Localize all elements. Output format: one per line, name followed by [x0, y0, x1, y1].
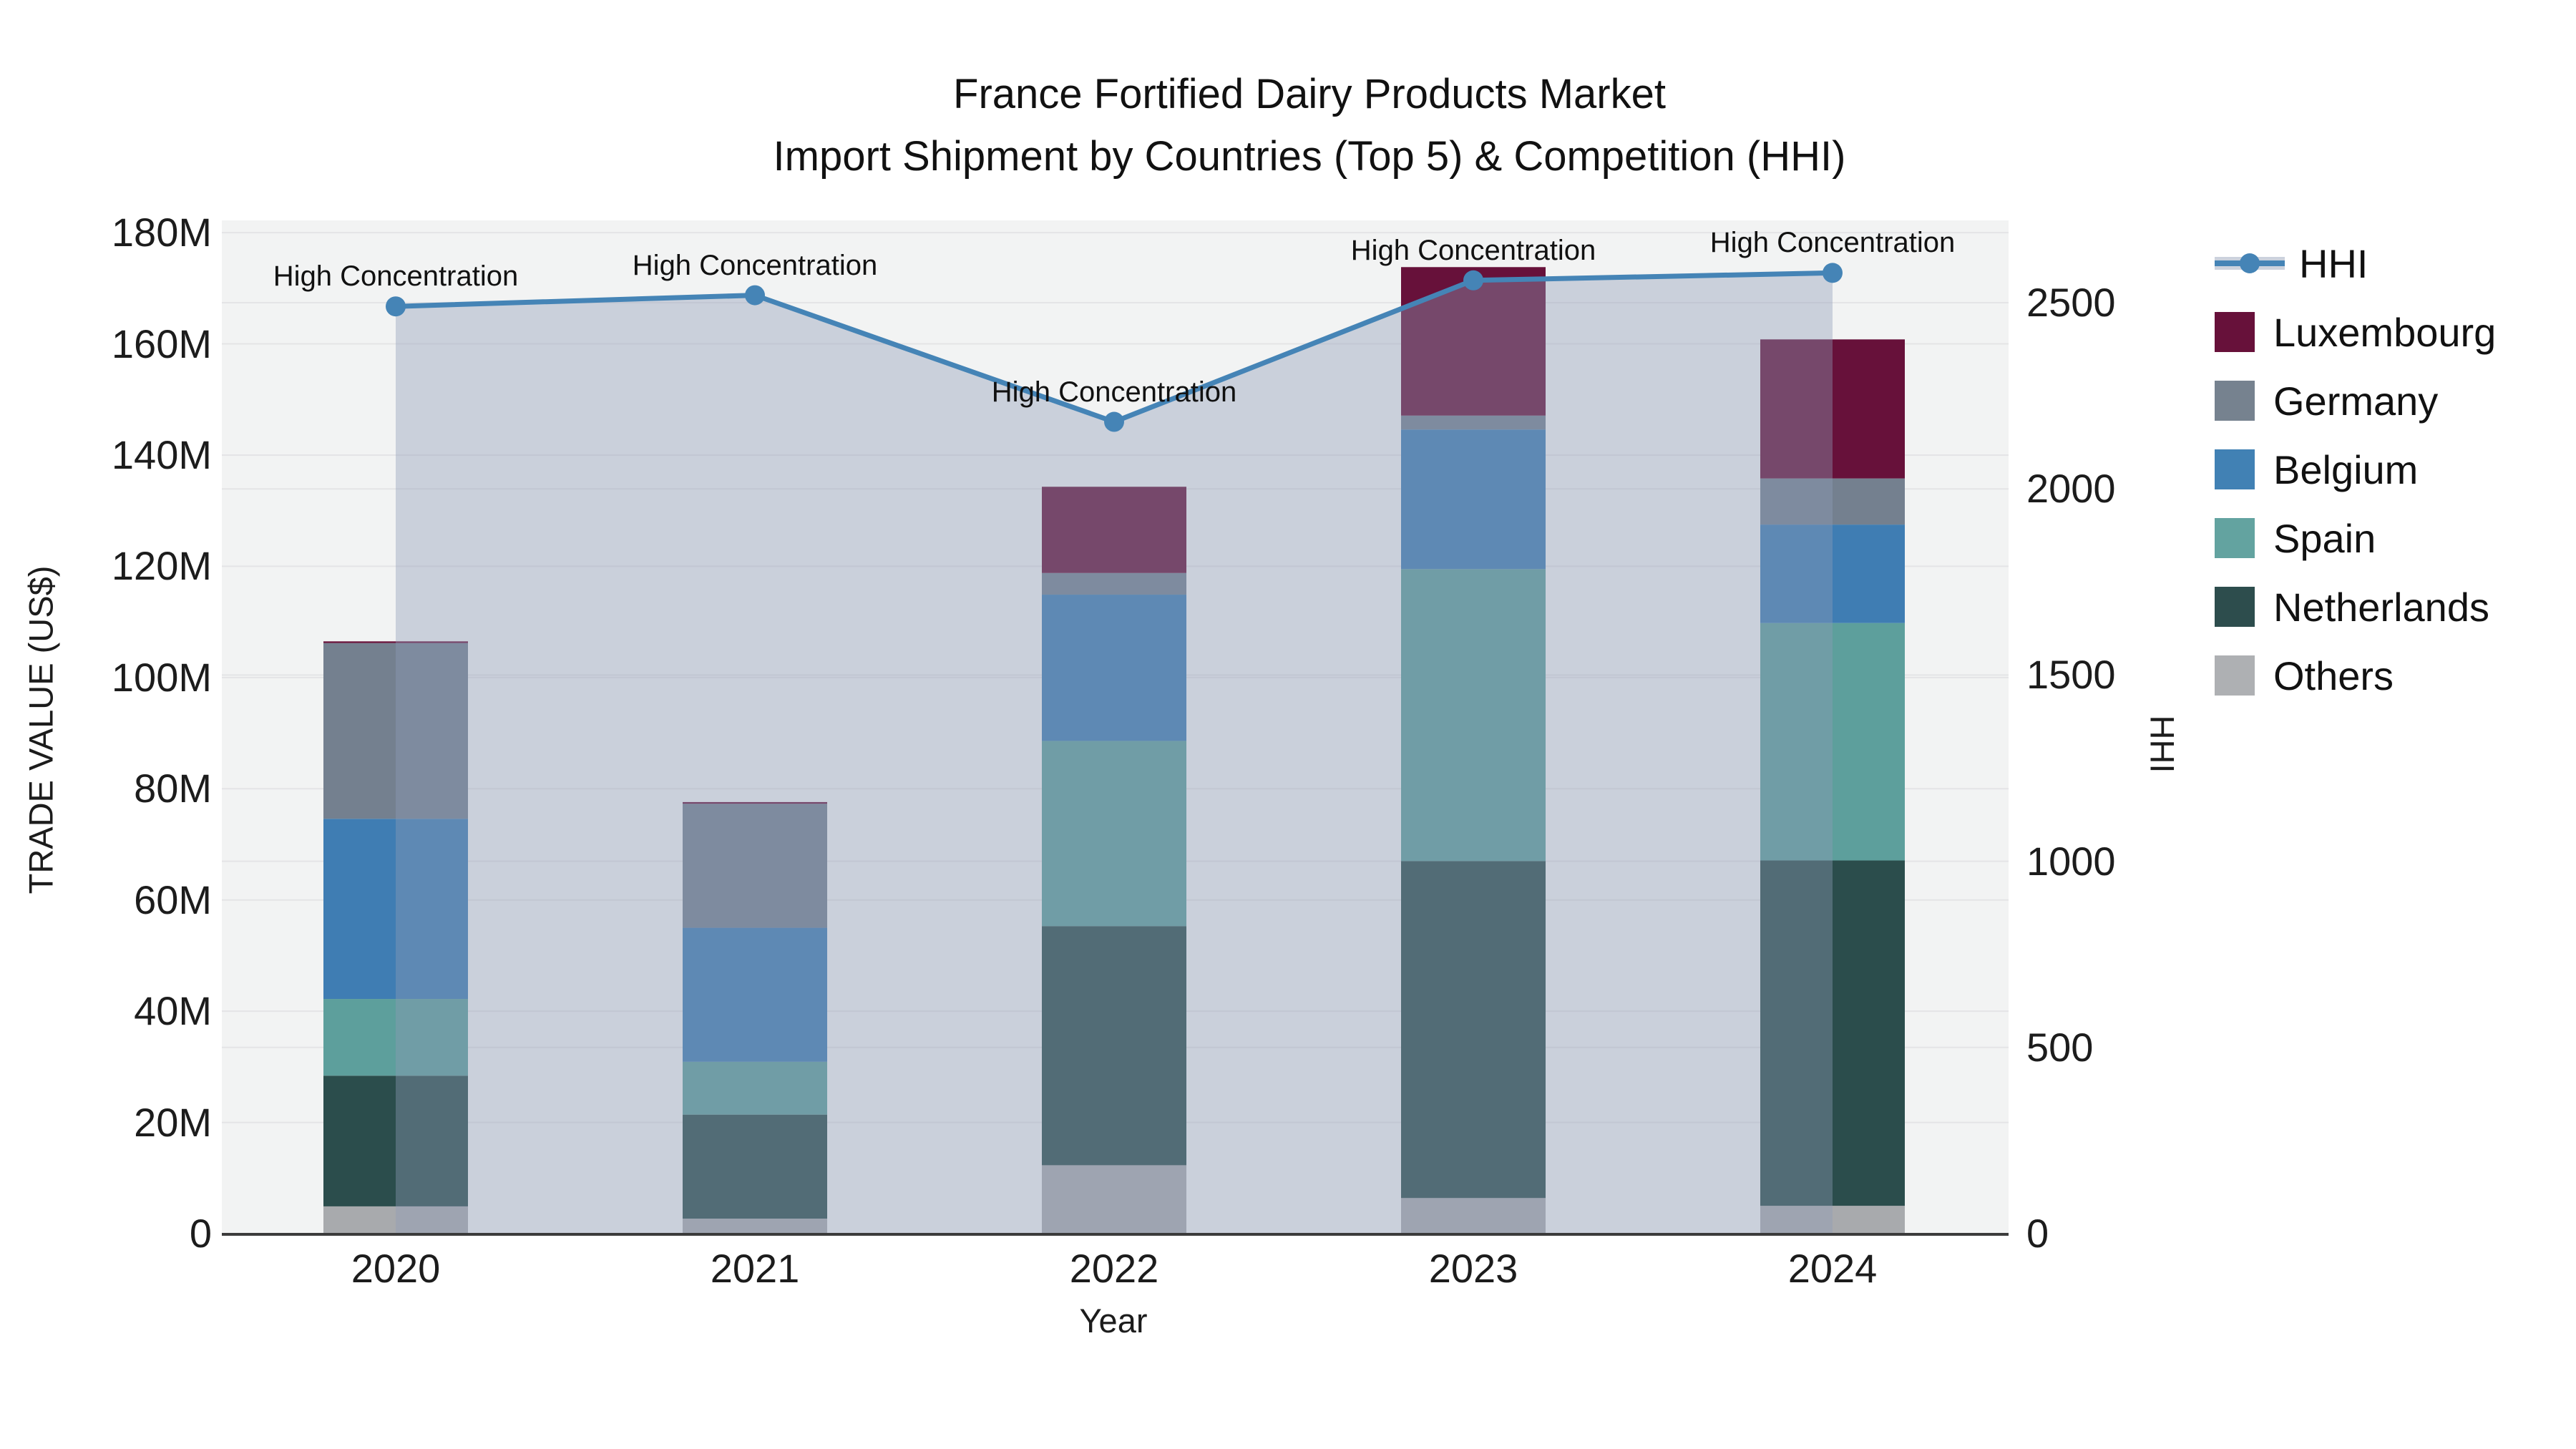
bar-segment-spain-2020[interactable] — [323, 999, 468, 1076]
bar-segment-germany-2023[interactable] — [1401, 415, 1546, 430]
y-left-tick-40M: 40M — [134, 988, 212, 1034]
annotation-high-concentration-2020: High Concentration — [273, 260, 519, 293]
bar-segment-belgium-2020[interactable] — [323, 819, 468, 1000]
chart-title: France Fortified Dairy Products Market — [953, 71, 1666, 117]
bar-segment-luxembourg-2023[interactable] — [1401, 267, 1546, 416]
bar-segment-belgium-2023[interactable] — [1401, 429, 1546, 570]
bar-segment-germany-2024[interactable] — [1760, 478, 1905, 525]
bar-segment-belgium-2021[interactable] — [683, 927, 827, 1062]
bar-segment-spain-2024[interactable] — [1760, 623, 1905, 861]
legend-item-belgium[interactable]: Belgium — [2215, 435, 2496, 504]
bar-segment-netherlands-2024[interactable] — [1760, 860, 1905, 1206]
hhi-marker-2020[interactable] — [386, 296, 406, 317]
legend-swatch — [2215, 449, 2255, 489]
annotation-high-concentration-2023: High Concentration — [1350, 234, 1596, 266]
y-left-tick-180M: 180M — [111, 210, 212, 255]
bar-segment-others-2021[interactable] — [683, 1219, 827, 1234]
annotation-high-concentration-2021: High Concentration — [632, 249, 878, 281]
bar-segment-others-2022[interactable] — [1042, 1165, 1186, 1234]
y-right-tick-2500: 2500 — [2026, 280, 2116, 325]
bar-segment-netherlands-2020[interactable] — [323, 1075, 468, 1206]
legend-item-netherlands[interactable]: Netherlands — [2215, 572, 2496, 641]
bar-segment-netherlands-2023[interactable] — [1401, 861, 1546, 1199]
hhi-marker-2022[interactable] — [1104, 411, 1124, 432]
y-left-axis-title: TRADE VALUE (US$) — [21, 565, 60, 894]
y-right-axis-title: HHI — [2143, 715, 2182, 774]
legend-label: Others — [2273, 653, 2394, 698]
legend-swatch — [2215, 655, 2255, 696]
y-left-tick-100M: 100M — [111, 654, 212, 700]
bar-segment-others-2023[interactable] — [1401, 1198, 1546, 1234]
chart-subtitle: Import Shipment by Countries (Top 5) & C… — [773, 133, 1846, 180]
x-axis-title: Year — [1079, 1302, 1148, 1340]
x-tick-2021: 2021 — [710, 1246, 800, 1291]
bar-segment-luxembourg-2021[interactable] — [683, 801, 827, 804]
y-right-tick-1500: 1500 — [2026, 652, 2116, 698]
y-left-tick-20M: 20M — [134, 1099, 212, 1145]
bar-segment-luxembourg-2024[interactable] — [1760, 339, 1905, 479]
bar-segment-germany-2022[interactable] — [1042, 572, 1186, 595]
legend-label: Spain — [2273, 515, 2376, 561]
x-tick-2020: 2020 — [351, 1246, 441, 1291]
bar-segment-netherlands-2021[interactable] — [683, 1114, 827, 1219]
legend-label: Belgium — [2273, 447, 2419, 492]
bar-segment-spain-2023[interactable] — [1401, 569, 1546, 862]
legend-swatch — [2215, 381, 2255, 421]
legend: HHI Luxembourg Germany Belgium Spain Netherla… — [2215, 229, 2496, 710]
y-right-tick-500: 500 — [2026, 1024, 2094, 1070]
x-tick-2022: 2022 — [1069, 1246, 1159, 1291]
legend-label: HHI — [2299, 240, 2368, 286]
bar-segment-luxembourg-2020[interactable] — [323, 641, 468, 643]
y-right-tick-1000: 1000 — [2026, 838, 2116, 884]
bar-segment-spain-2022[interactable] — [1042, 741, 1186, 927]
annotation-high-concentration-2024: High Concentration — [1709, 227, 1956, 259]
bar-segment-netherlands-2022[interactable] — [1042, 926, 1186, 1166]
legend-item-hhi[interactable]: HHI — [2215, 229, 2496, 298]
bar-segment-spain-2021[interactable] — [683, 1061, 827, 1115]
hhi-marker-2024[interactable] — [1823, 263, 1843, 283]
bar-segment-germany-2021[interactable] — [683, 804, 827, 928]
legend-item-germany[interactable]: Germany — [2215, 366, 2496, 435]
legend-label: Luxembourg — [2273, 309, 2497, 355]
legend-item-luxembourg[interactable]: Luxembourg — [2215, 298, 2496, 366]
y-left-tick-160M: 160M — [111, 321, 212, 366]
annotation-high-concentration-2022: High Concentration — [991, 376, 1237, 408]
y-left-tick-80M: 80M — [134, 766, 212, 811]
bar-segment-luxembourg-2022[interactable] — [1042, 487, 1186, 573]
bar-segment-others-2024[interactable] — [1760, 1206, 1905, 1234]
bar-segment-belgium-2024[interactable] — [1760, 525, 1905, 623]
y-left-tick-140M: 140M — [111, 431, 212, 477]
hhi-area-fill — [396, 273, 1833, 1234]
y-left-tick-0: 0 — [189, 1211, 212, 1256]
legend-swatch — [2215, 518, 2255, 558]
y-left-tick-60M: 60M — [134, 877, 212, 922]
legend-swatch — [2215, 587, 2255, 627]
hhi-marker-2021[interactable] — [745, 285, 765, 306]
hhi-marker-2023[interactable] — [1463, 270, 1483, 291]
legend-swatch — [2215, 312, 2255, 352]
legend-label: Germany — [2273, 378, 2439, 424]
bar-segment-belgium-2022[interactable] — [1042, 595, 1186, 741]
x-tick-2023: 2023 — [1428, 1246, 1518, 1291]
y-right-tick-2000: 2000 — [2026, 466, 2116, 512]
legend-item-spain[interactable]: Spain — [2215, 504, 2496, 572]
bar-segment-others-2020[interactable] — [323, 1206, 468, 1234]
y-left-tick-120M: 120M — [111, 543, 212, 589]
y-right-tick-0: 0 — [2026, 1211, 2049, 1256]
legend-label: Netherlands — [2273, 584, 2489, 630]
x-tick-2024: 2024 — [1787, 1246, 1878, 1291]
bar-segment-germany-2020[interactable] — [323, 643, 468, 819]
legend-item-others[interactable]: Others — [2215, 641, 2496, 710]
legend-line-symbol — [2215, 253, 2285, 273]
